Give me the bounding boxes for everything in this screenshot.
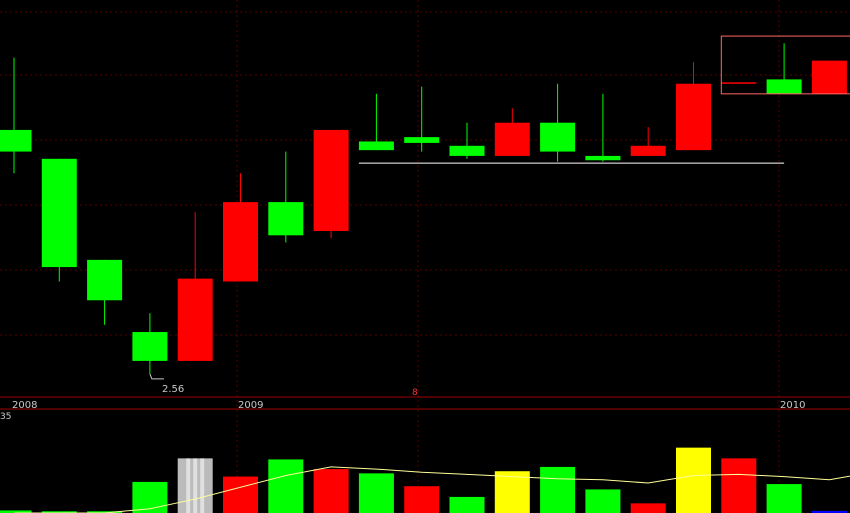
candle-body-11 [494,122,530,156]
candle-body-15 [676,83,711,151]
volume-bar-2 [87,511,123,513]
candle-body-10 [449,145,485,156]
candle-body-12 [540,122,576,152]
candle-body-6 [268,202,304,236]
candle-body-8 [358,141,394,151]
low-price-annotation: 2.56 [162,384,184,395]
x-label-2009: 2009 [238,400,263,411]
x-label-2010: 2010 [780,400,805,411]
candle-body-7 [313,129,349,231]
low-annotation-leader [149,373,164,380]
volume-bar-15 [676,447,711,513]
volume-bar-8 [358,473,394,513]
volume-bar-7 [313,469,349,513]
volume-bar-18 [811,510,847,513]
volume-bar-11 [494,471,530,513]
volume-bar-9 [404,486,440,513]
volume-bar-stripe-1 [193,458,198,513]
volume-bar-0 [0,510,32,513]
volume-panel [0,447,850,513]
volume-bar-stripe-2 [200,458,205,513]
red-marker-annotation: 8 [412,388,418,398]
candle-body-18 [811,60,847,94]
volume-bar-16 [721,458,757,513]
volume-bar-10 [449,496,485,513]
volume-bar-1 [41,511,77,513]
candle-body-16 [721,82,757,84]
candle-body-2 [87,259,123,301]
volume-bar-6 [268,459,304,513]
candle-body-3 [132,332,168,361]
candle-body-13 [585,155,621,161]
volume-bar-17 [766,484,802,513]
candle-body-0 [0,129,32,152]
price-panel [0,35,850,380]
candle-body-5 [223,202,258,282]
candle-body-17 [766,79,802,94]
volume-scale-label: 35 [0,412,11,422]
volume-bar-12 [540,466,576,513]
highlight-box-1 [720,35,850,95]
axis-labels: 2008 2009 2010 2.56 8 35 [0,384,805,422]
volume-bar-13 [585,489,621,513]
volume-ma-line [14,466,850,513]
x-label-2008: 2008 [12,400,37,411]
volume-bar-14 [630,503,666,513]
candle-body-9 [404,137,440,143]
volume-bar-3 [132,481,168,513]
volume-bar-5 [223,476,258,513]
volume-bar-stripe-0 [186,458,191,513]
candle-body-4 [177,278,213,361]
candle-body-14 [630,145,666,156]
candle-body-1 [41,158,77,268]
